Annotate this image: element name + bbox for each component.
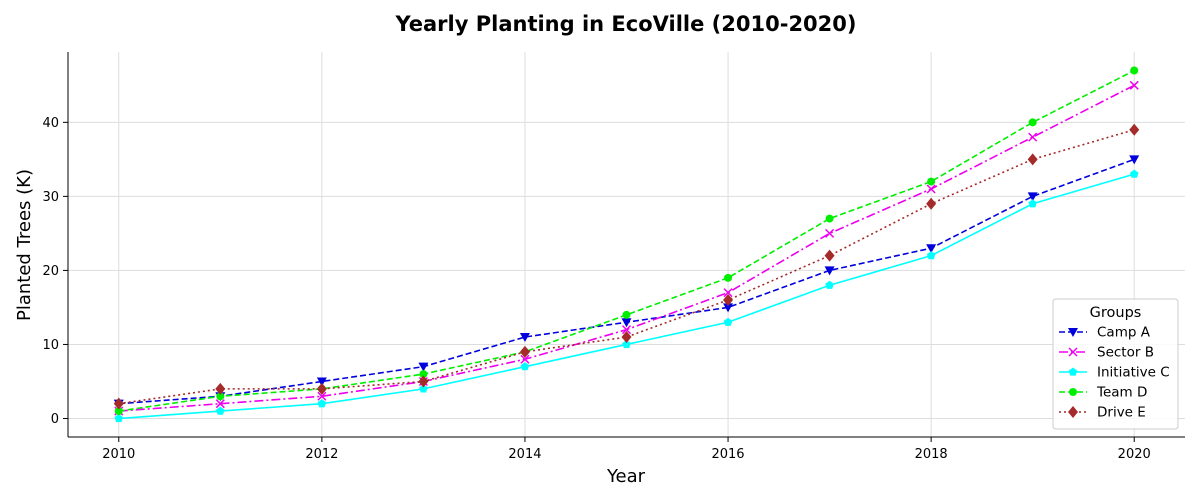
series-0 (113, 155, 1140, 409)
series-2 (114, 169, 1139, 423)
series-4 (113, 123, 1140, 410)
legend-title: Groups (1090, 305, 1142, 321)
legend-swatch-marker (1068, 347, 1078, 357)
legend-label: Sector B (1097, 345, 1154, 361)
data-point (419, 370, 428, 379)
legend: Groups Camp A Sector B Initiative C Team D D… (1052, 298, 1179, 430)
legend-swatch-marker (1068, 367, 1078, 376)
data-point (114, 413, 124, 423)
data-point (215, 399, 225, 409)
series-line (118, 128, 1135, 405)
data-point (926, 244, 937, 254)
legend-label: Camp A (1097, 325, 1151, 341)
data-point (621, 318, 632, 328)
grid-lines (68, 52, 1185, 437)
legend-box (1052, 298, 1179, 430)
data-point (1129, 123, 1140, 136)
x-tick-label: 2018 (915, 447, 948, 462)
data-point (621, 331, 632, 344)
data-point (1129, 155, 1140, 165)
axes (67, 52, 1185, 438)
data-point (621, 325, 632, 335)
data-point (419, 384, 428, 393)
legend-label: Team D (1096, 385, 1147, 401)
data-point (723, 294, 734, 307)
series-3 (114, 66, 1139, 416)
legend-item: Team D (1059, 385, 1147, 401)
legend-item: Initiative C (1059, 365, 1170, 381)
legend-items: Camp A Sector B Initiative C Team D Drive E (1059, 325, 1170, 421)
data-point (926, 251, 936, 260)
y-tick-label: 20 (42, 264, 59, 279)
data-point (317, 391, 327, 401)
data-point (316, 377, 327, 387)
data-point (926, 197, 937, 210)
data-point (824, 249, 835, 262)
y-tick-label: 40 (42, 116, 59, 131)
data-point (723, 317, 733, 326)
data-point (1130, 66, 1139, 75)
data-point (622, 310, 631, 319)
data-point (113, 397, 124, 410)
data-point (519, 333, 530, 343)
data-point (317, 399, 327, 408)
data-point (216, 392, 225, 401)
data-point (418, 375, 429, 388)
series-line (118, 69, 1135, 412)
data-point (519, 345, 530, 358)
data-point (723, 288, 733, 298)
legend-item: Drive E (1059, 405, 1146, 421)
series-1 (114, 80, 1139, 416)
data-point (1027, 153, 1038, 166)
x-tick-label: 2010 (102, 447, 135, 462)
x-tick-label: 2020 (1118, 447, 1151, 462)
x-axis-label: Year (606, 466, 646, 487)
data-point (1028, 118, 1037, 127)
y-ticks: 0 10 20 30 40 (42, 116, 68, 427)
series-line (118, 173, 1135, 420)
data-point (216, 406, 225, 415)
data-point (825, 280, 834, 289)
data-point (1129, 80, 1139, 90)
chart-title: Yearly Planting in EcoVille (2010-2020) (394, 12, 856, 36)
data-point (1028, 199, 1037, 208)
data-point (215, 382, 226, 395)
y-tick-label: 10 (42, 338, 59, 353)
data-point (927, 177, 936, 186)
legend-swatch-marker (1068, 406, 1078, 418)
y-axis-label: Planted Trees (K) (14, 169, 35, 321)
data-point (316, 382, 327, 395)
y-tick-label: 30 (42, 190, 59, 205)
legend-swatch-marker (1069, 388, 1077, 396)
data-point (418, 362, 429, 372)
data-point (1027, 192, 1038, 202)
x-tick-label: 2012 (305, 447, 338, 462)
legend-item: Sector B (1059, 345, 1154, 361)
data-point (622, 339, 631, 349)
legend-swatch-marker (1068, 328, 1078, 337)
data-point (1129, 169, 1139, 178)
legend-label: Initiative C (1097, 365, 1170, 381)
data-point (723, 303, 734, 313)
x-tick-label: 2016 (711, 447, 744, 462)
data-point (520, 354, 530, 364)
series-layer (113, 66, 1140, 423)
data-point (520, 362, 530, 371)
series-line (118, 84, 1135, 412)
data-point (824, 266, 835, 276)
y-tick-label: 0 (51, 412, 59, 427)
data-point (1028, 132, 1038, 142)
data-point (825, 228, 835, 238)
data-point (724, 273, 733, 282)
data-point (114, 407, 123, 416)
x-ticks: 2010 2012 2014 2016 2018 2020 (102, 437, 1151, 462)
legend-item: Camp A (1059, 325, 1151, 341)
data-point (926, 184, 936, 194)
legend-label: Drive E (1097, 405, 1146, 421)
x-tick-label: 2014 (508, 447, 541, 462)
data-point (825, 214, 834, 223)
